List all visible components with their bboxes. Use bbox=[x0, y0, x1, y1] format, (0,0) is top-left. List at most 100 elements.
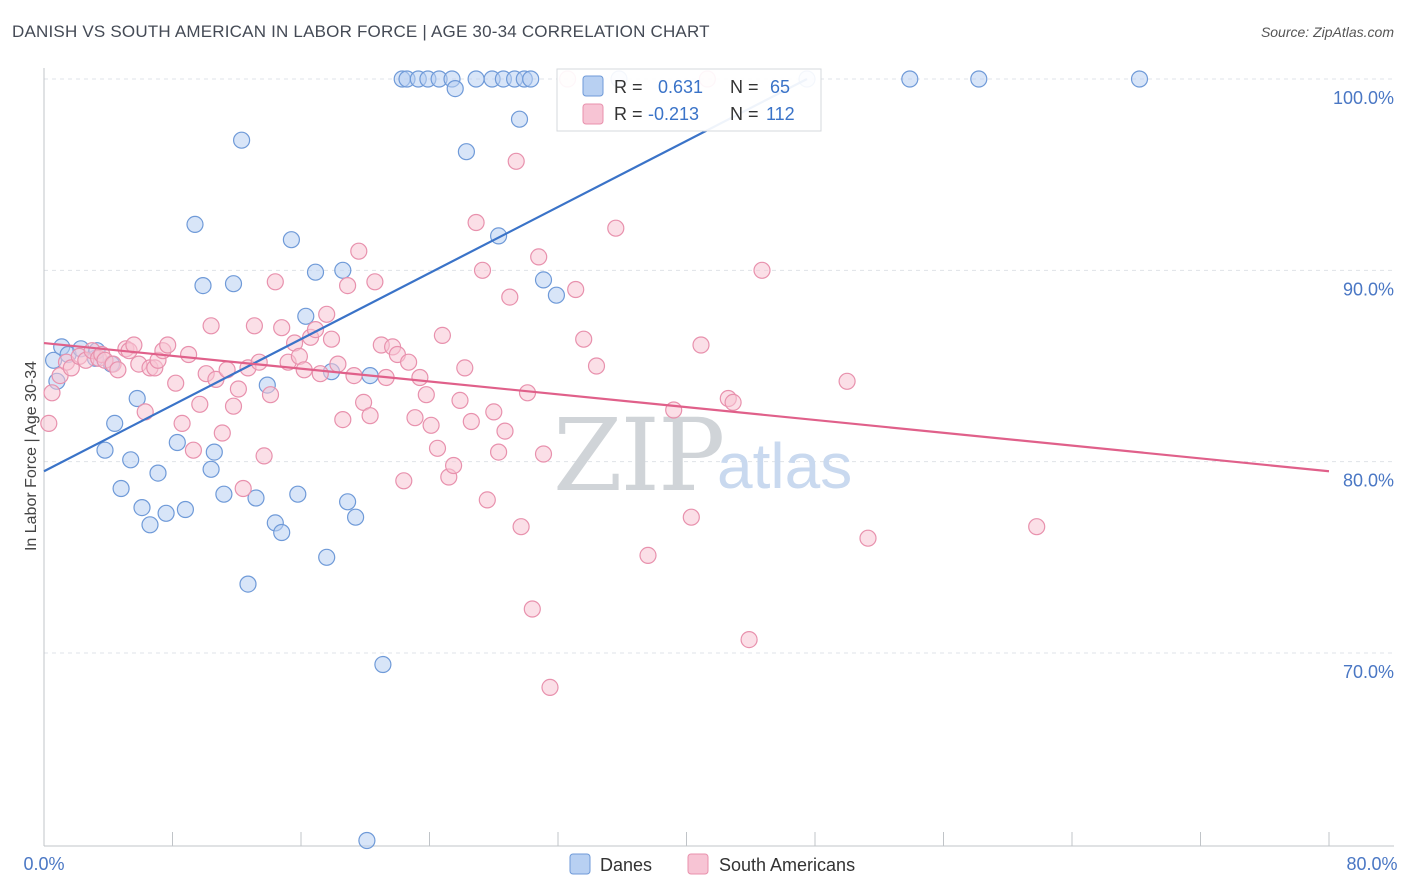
south-americans-point bbox=[245, 317, 263, 335]
danes-point bbox=[112, 479, 130, 498]
sa-legend-label[interactable]: South Americans bbox=[719, 855, 855, 875]
south-americans-point bbox=[213, 424, 231, 442]
danes-point bbox=[339, 493, 357, 511]
south-americans-point bbox=[587, 357, 606, 375]
south-americans-point bbox=[366, 273, 384, 291]
danes-point bbox=[534, 271, 553, 289]
x-tick-label-max: 80.0% bbox=[1346, 854, 1397, 874]
south-americans-point bbox=[322, 330, 341, 348]
south-americans-point bbox=[433, 326, 451, 344]
x-axis-ticks bbox=[43, 832, 1330, 846]
south-americans-point bbox=[180, 345, 198, 364]
south-americans-point bbox=[740, 630, 758, 649]
south-americans-point bbox=[490, 443, 508, 461]
south-americans-point bbox=[311, 365, 329, 383]
danes-point bbox=[149, 464, 167, 482]
danes-legend-label[interactable]: Danes bbox=[600, 855, 652, 875]
south-americans-point bbox=[406, 409, 424, 427]
south-americans-point bbox=[428, 439, 447, 457]
danes-point bbox=[273, 523, 291, 542]
south-americans-point bbox=[462, 412, 480, 431]
danes-point bbox=[133, 499, 151, 517]
south-americans-point bbox=[224, 397, 243, 415]
danes-point bbox=[467, 70, 485, 88]
south-americans-point bbox=[451, 391, 469, 409]
south-americans-point bbox=[501, 288, 519, 306]
stats-legend: R = 0.631 N = 65 R = -0.213 N = 112 bbox=[556, 68, 822, 132]
south-americans-point bbox=[478, 491, 496, 509]
south-americans-point bbox=[838, 372, 856, 390]
south-americans-point bbox=[350, 242, 368, 260]
y-axis-label: In Labor Force | Age 30-34 bbox=[23, 361, 40, 551]
south-americans-point bbox=[724, 393, 742, 411]
sa-n-value: 112 bbox=[766, 104, 795, 124]
danes-r-label: R = bbox=[614, 77, 643, 97]
south-americans-point bbox=[361, 407, 379, 425]
danes-n-value: 65 bbox=[770, 77, 790, 97]
south-americans-point bbox=[411, 368, 429, 387]
danes-point bbox=[122, 451, 140, 469]
y-tick-labels: 70.0% 80.0% 90.0% 100.0% bbox=[1333, 88, 1394, 682]
danes-trend-line bbox=[43, 78, 808, 473]
trend-lines bbox=[43, 78, 1330, 473]
y-tick-label: 100.0% bbox=[1333, 88, 1394, 108]
danes-point bbox=[306, 263, 325, 281]
south-americans-point bbox=[512, 518, 530, 536]
south-americans-point bbox=[255, 447, 273, 465]
south-americans-point bbox=[234, 479, 252, 498]
watermark-atlas: atlas bbox=[717, 430, 852, 502]
danes-point bbox=[106, 414, 124, 432]
danes-point bbox=[547, 286, 566, 304]
south-americans-point bbox=[173, 414, 191, 432]
danes-stats-swatch bbox=[582, 75, 604, 97]
x-tick-label-min: 0.0% bbox=[23, 854, 64, 874]
south-americans-point bbox=[159, 336, 177, 354]
south-americans-point bbox=[523, 600, 541, 618]
danes-point bbox=[96, 441, 114, 459]
sa-stats-swatch bbox=[582, 103, 604, 125]
danes-r-value: 0.631 bbox=[658, 77, 703, 97]
south-americans-point bbox=[40, 414, 58, 432]
danes-point bbox=[510, 110, 529, 128]
south-americans-point bbox=[417, 386, 435, 404]
south-americans-point bbox=[273, 319, 291, 337]
danes-point bbox=[141, 516, 159, 534]
south-americans-point bbox=[43, 384, 61, 402]
south-americans-point bbox=[496, 422, 514, 440]
danes-point bbox=[128, 389, 146, 408]
watermark-zip: ZIP bbox=[553, 397, 723, 514]
south-americans-point bbox=[422, 416, 440, 434]
danes-point bbox=[1130, 70, 1149, 88]
south-americans-point bbox=[567, 280, 585, 299]
south-americans-point bbox=[261, 386, 280, 404]
danes-point bbox=[970, 70, 988, 88]
sa-legend-swatch[interactable] bbox=[687, 853, 709, 875]
south-americans-point bbox=[109, 361, 127, 379]
south-americans-point bbox=[445, 456, 463, 475]
south-americans-point bbox=[467, 213, 485, 232]
danes-point bbox=[157, 504, 175, 522]
danes-point bbox=[186, 215, 204, 233]
south-americans-point bbox=[753, 261, 771, 279]
south-americans-point bbox=[575, 330, 593, 348]
south-americans-points bbox=[40, 70, 1046, 697]
south-americans-point bbox=[473, 261, 492, 279]
danes-point bbox=[446, 79, 464, 98]
danes-point bbox=[289, 485, 307, 503]
south-americans-point bbox=[859, 529, 877, 547]
south-americans-point bbox=[202, 317, 220, 335]
danes-point bbox=[233, 131, 251, 149]
south-americans-point bbox=[485, 403, 503, 421]
sa-n-label: N = bbox=[730, 104, 759, 124]
danes-legend-swatch[interactable] bbox=[569, 853, 591, 875]
danes-point bbox=[457, 143, 475, 161]
danes-point bbox=[176, 500, 194, 519]
south-americans-point bbox=[682, 508, 700, 526]
south-americans-point bbox=[507, 152, 525, 170]
south-americans-point bbox=[329, 355, 347, 373]
chart-title: DANISH VS SOUTH AMERICAN IN LABOR FORCE … bbox=[12, 22, 710, 41]
south-americans-point bbox=[395, 472, 413, 490]
danes-point bbox=[205, 443, 223, 461]
danes-point bbox=[215, 485, 233, 503]
